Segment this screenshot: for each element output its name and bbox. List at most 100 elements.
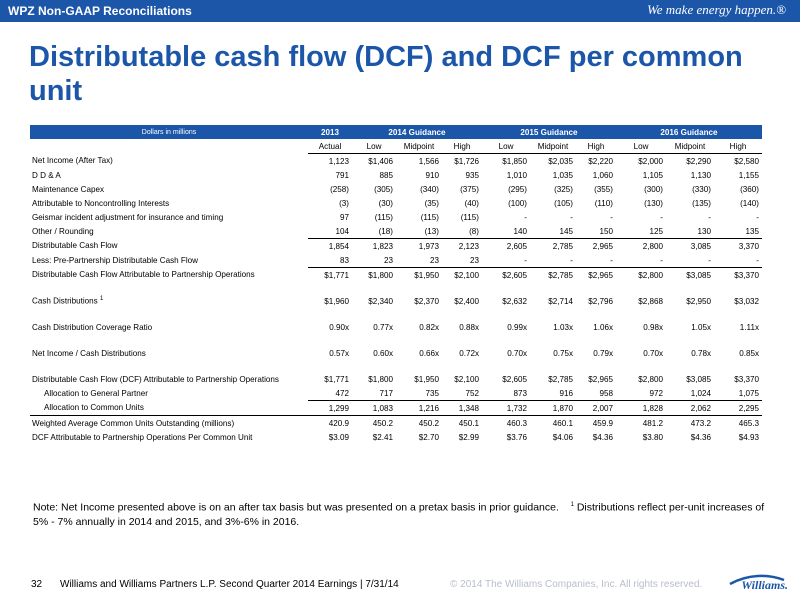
table-cell: $2,800 xyxy=(638,374,663,384)
table-row: Other / Rounding 104 (18) (13) (8) 140 145 150 1… xyxy=(30,224,762,239)
table-cell: 0.82x xyxy=(419,322,439,332)
table-cell: $2,340 xyxy=(368,296,393,306)
table-cell: 1.11x xyxy=(739,322,759,332)
table-cell: $3,370 xyxy=(734,374,759,384)
table-cell: (375) xyxy=(460,184,479,194)
table-cell: 910 xyxy=(425,170,439,180)
footer: 32 Williams and Williams Partners L.P. S… xyxy=(0,570,800,600)
table-cell: 1,299 xyxy=(308,400,352,416)
row-label: Cash Distribution Coverage Ratio xyxy=(32,322,153,332)
row-label: DCF Attributable to Partnership Operatio… xyxy=(32,432,253,442)
table-cell: 2,800 xyxy=(642,241,663,251)
footnote-text: Distributions reflect per-unit increases… xyxy=(33,501,765,528)
table-cell: (130) xyxy=(644,198,663,208)
row-label: Cash Distributions 1 xyxy=(32,296,104,306)
table-cell: $2,950 xyxy=(686,296,711,306)
table-row: Weighted Average Common Units Outstandin… xyxy=(30,416,762,431)
table-cell: 465.3 xyxy=(738,418,759,428)
column-header: Actual xyxy=(308,139,352,154)
table-cell: (295) xyxy=(508,184,527,194)
table-cell: $2,796 xyxy=(588,296,613,306)
table-cell: 1,870 xyxy=(530,400,576,416)
table-cell: 83 xyxy=(308,253,352,268)
table-cell: (115) xyxy=(420,212,439,222)
table-cell: 2,007 xyxy=(576,400,616,416)
table-row: DCF Attributable to Partnership Operatio… xyxy=(30,430,762,444)
table-cell: 873 xyxy=(482,386,530,401)
table-cell: 0.75x xyxy=(553,348,573,358)
column-header: Low xyxy=(482,139,530,154)
copyright: © 2014 The Williams Companies, Inc. All … xyxy=(450,579,703,590)
table-cell: 1,828 xyxy=(616,400,666,416)
table-cell: 459.9 xyxy=(592,418,613,428)
table-cell: (115) xyxy=(374,212,393,222)
row-label: Attributable to Noncontrolling Interests xyxy=(32,198,170,208)
table-header-row: Dollars in millions 2013 2014 Guidance 2… xyxy=(30,125,762,139)
row-label: Maintenance Capex xyxy=(32,184,104,194)
table-cell: - xyxy=(616,253,666,268)
column-header: High xyxy=(576,139,616,154)
table-cell: $3.80 xyxy=(642,432,663,442)
table-cell: $1,406 xyxy=(368,156,393,166)
table-cell: 481.2 xyxy=(642,418,663,428)
table-cell: 450.1 xyxy=(458,418,479,428)
page-title: Distributable cash flow (DCF) and DCF pe… xyxy=(29,41,743,107)
table-cell: (3) xyxy=(339,198,349,208)
table-cell: (325) xyxy=(554,184,573,194)
table-cell: 1,083 xyxy=(352,400,396,416)
table-cell: 0.88x xyxy=(459,322,479,332)
table-cell: $2,714 xyxy=(548,296,573,306)
table-cell: $1,771 xyxy=(324,270,349,280)
table-cell: 916 xyxy=(530,386,576,401)
logo-swoosh-icon xyxy=(729,574,785,586)
table-cell: 0.98x xyxy=(643,322,663,332)
table-cell: 1,130 xyxy=(690,170,711,180)
table-cell: - xyxy=(708,212,711,222)
table-cell: 0.90x xyxy=(329,322,349,332)
table-cell: 2,785 xyxy=(552,241,573,251)
table-row: Distributable Cash Flow 1,854 1,823 1,973 2,… xyxy=(30,239,762,254)
table-cell: $1,800 xyxy=(368,374,393,384)
table-cell: 958 xyxy=(576,386,616,401)
column-header: Low xyxy=(616,139,666,154)
table-subheader-row: Actual Low Midpoint High Low Midpoint Hi… xyxy=(30,139,762,154)
column-header: Midpoint xyxy=(666,139,714,154)
column-header: High xyxy=(714,139,762,154)
column-header: Low xyxy=(352,139,396,154)
table-cell: $2,605 xyxy=(502,270,527,280)
table-cell: - xyxy=(660,212,663,222)
table-cell: $2,220 xyxy=(588,156,613,166)
table-row: Distributable Cash Flow (DCF) Attributab… xyxy=(30,372,762,386)
table-cell: 0.70x xyxy=(507,348,527,358)
table-cell: $2,965 xyxy=(588,374,613,384)
table-cell: 885 xyxy=(379,170,393,180)
table-cell: 23 xyxy=(352,253,396,268)
table-cell: 2,295 xyxy=(714,400,762,416)
table-body: Net Income (After Tax) 1,123 $1,406 1,566 $1… xyxy=(30,154,762,445)
table-cell: 0.85x xyxy=(739,348,759,358)
table-cell: $2.99 xyxy=(458,432,479,442)
table-cell: $2,605 xyxy=(502,374,527,384)
table-cell: 3,085 xyxy=(690,241,711,251)
table-cell: 2,605 xyxy=(506,241,527,251)
table-cell: 23 xyxy=(442,253,482,268)
table-cell: 972 xyxy=(616,386,666,401)
table-cell: 1,155 xyxy=(738,170,759,180)
table-cell: 717 xyxy=(352,386,396,401)
table-cell: $2,400 xyxy=(454,296,479,306)
table-cell: (140) xyxy=(740,198,759,208)
table-row: D D & A 791 885 910 935 1,010 1,035 1,060 1,105 1… xyxy=(30,168,762,182)
table-cell: 450.2 xyxy=(372,418,393,428)
table-cell: $1,800 xyxy=(368,270,393,280)
table-cell: 1,075 xyxy=(714,386,762,401)
table-cell: $3.76 xyxy=(506,432,527,442)
table-cell: 1,566 xyxy=(418,156,439,166)
table-cell: $4.93 xyxy=(738,432,759,442)
table-cell: 1,732 xyxy=(482,400,530,416)
table-cell: 140 xyxy=(482,224,530,239)
row-label: Net Income / Cash Distributions xyxy=(32,348,146,358)
table-cell: 1,010 xyxy=(506,170,527,180)
table-cell: 1,973 xyxy=(418,241,439,251)
table-cell: (8) xyxy=(442,224,482,239)
table-cell: $2,785 xyxy=(548,270,573,280)
